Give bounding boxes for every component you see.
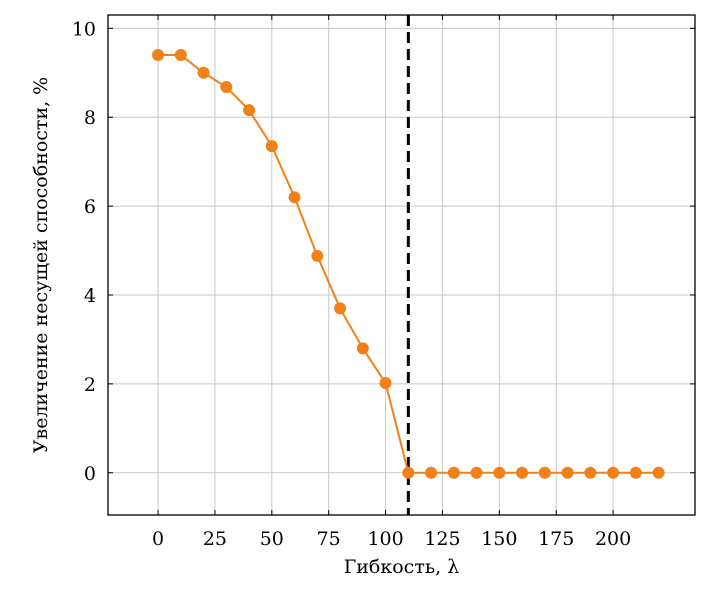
- x-tick-label: 150: [481, 528, 517, 550]
- data-point: [243, 104, 256, 117]
- data-point: [652, 466, 665, 479]
- data-point: [447, 466, 460, 479]
- data-point: [356, 342, 369, 355]
- x-tick-label: 100: [367, 528, 403, 550]
- y-tick-label: 2: [84, 374, 96, 396]
- data-point: [402, 466, 415, 479]
- x-axis-label: Гибкость, λ: [344, 556, 460, 578]
- data-point: [516, 466, 529, 479]
- data-point: [197, 66, 210, 79]
- x-tick-label: 75: [317, 528, 341, 550]
- ticks: 0 25 50 75 100 125 150 175 200 0 2 4 6 8 10: [72, 15, 695, 550]
- data-point: [174, 49, 187, 61]
- data-point: [152, 49, 165, 61]
- data-point: [629, 466, 642, 479]
- data-point: [311, 249, 324, 262]
- y-tick-label: 10: [72, 18, 96, 40]
- grid: [108, 15, 695, 515]
- data-point: [607, 466, 620, 479]
- data-point: [425, 466, 438, 479]
- y-tick-label: 6: [84, 196, 96, 218]
- data-point: [538, 466, 551, 479]
- data-point: [561, 466, 574, 479]
- plot-frame: [107, 14, 696, 516]
- data-point: [288, 191, 301, 204]
- y-axis-label: Увеличение несущей способности, %: [30, 77, 52, 453]
- y-tick-label: 4: [84, 285, 96, 307]
- y-tick-label: 8: [84, 107, 96, 129]
- data-point: [470, 466, 483, 479]
- data-point: [265, 140, 278, 153]
- data-point: [493, 466, 506, 479]
- x-tick-label: 0: [152, 528, 164, 550]
- x-tick-label: 200: [595, 528, 631, 550]
- x-tick-label: 175: [538, 528, 574, 550]
- x-tick-label: 125: [424, 528, 460, 550]
- data-point: [584, 466, 597, 479]
- y-tick-label: 0: [84, 463, 96, 485]
- series-layer: [152, 49, 665, 479]
- x-tick-label: 25: [203, 528, 227, 550]
- data-point: [220, 81, 233, 93]
- data-point: [334, 302, 347, 315]
- x-tick-label: 50: [260, 528, 284, 550]
- data-point: [379, 377, 392, 389]
